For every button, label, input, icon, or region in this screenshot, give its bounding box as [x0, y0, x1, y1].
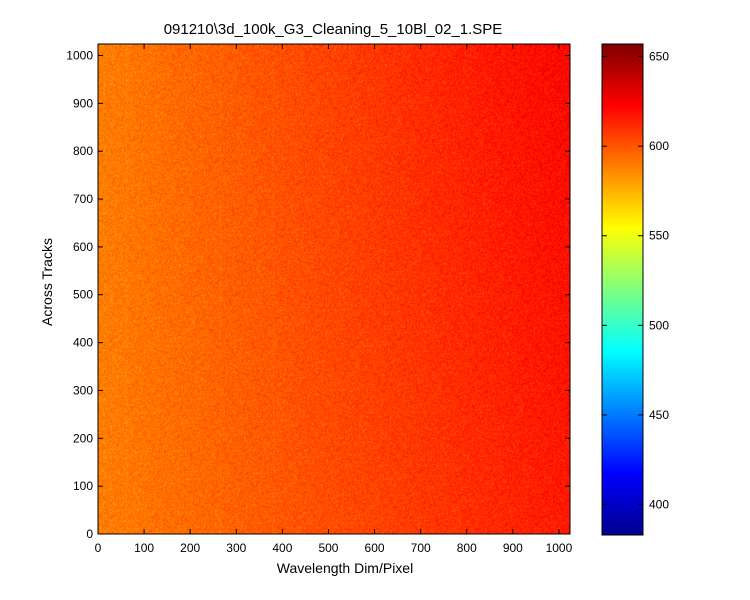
colorbar-frame — [601, 43, 644, 536]
colorbar-tick-label: 450 — [649, 408, 669, 422]
y-tick-label: 300 — [73, 383, 93, 397]
colorbar-tick-label: 650 — [649, 50, 669, 64]
x-axis: 0 100 200 300 400 500 600 700 800 900 1000 — [95, 44, 573, 555]
y-tick-label: 800 — [73, 144, 93, 158]
x-tick-label: 800 — [457, 541, 477, 555]
x-axis-label: Wavelength Dim/Pixel — [277, 560, 413, 576]
y-tick-label: 500 — [73, 288, 93, 302]
x-tick-label: 1000 — [546, 541, 573, 555]
x-tick-label: 500 — [318, 541, 338, 555]
y-tick-label: 900 — [73, 96, 93, 110]
y-axis-label: Across Tracks — [39, 238, 55, 326]
colorbar-gradient — [602, 44, 643, 535]
x-tick-label: 0 — [95, 541, 102, 555]
x-tick-label: 600 — [365, 541, 385, 555]
y-tick-label: 100 — [73, 479, 93, 493]
y-tick-label: 1000 — [66, 48, 93, 62]
y-axis: 0 100 200 300 400 500 600 700 800 900 1000 — [66, 48, 570, 541]
colorbar-ticks: 400 450 500 550 600 650 — [602, 50, 669, 512]
chart-title: 091210\3d_100k_G3_Cleaning_5_10Bl_02_1.S… — [164, 21, 503, 38]
y-tick-label: 700 — [73, 192, 93, 206]
x-tick-label: 400 — [272, 541, 292, 555]
colorbar-tick-label: 400 — [649, 498, 669, 512]
y-tick-label: 200 — [73, 431, 93, 445]
x-tick-label: 900 — [503, 541, 523, 555]
colorbar: 400 450 500 550 600 650 — [601, 43, 669, 536]
y-tick-label: 0 — [86, 527, 93, 541]
x-tick-label: 200 — [180, 541, 200, 555]
x-tick-label: 100 — [134, 541, 154, 555]
colorbar-tick-label: 600 — [649, 139, 669, 153]
x-tick-label: 700 — [411, 541, 431, 555]
x-tick-label: 300 — [226, 541, 246, 555]
y-tick-label: 600 — [73, 240, 93, 254]
y-tick-label: 400 — [73, 336, 93, 350]
colorbar-tick-label: 500 — [649, 318, 669, 332]
heatmap-plot — [97, 43, 571, 535]
heatmap-canvas — [98, 44, 570, 534]
colorbar-tick-label: 550 — [649, 229, 669, 243]
plot-frame — [97, 43, 571, 535]
